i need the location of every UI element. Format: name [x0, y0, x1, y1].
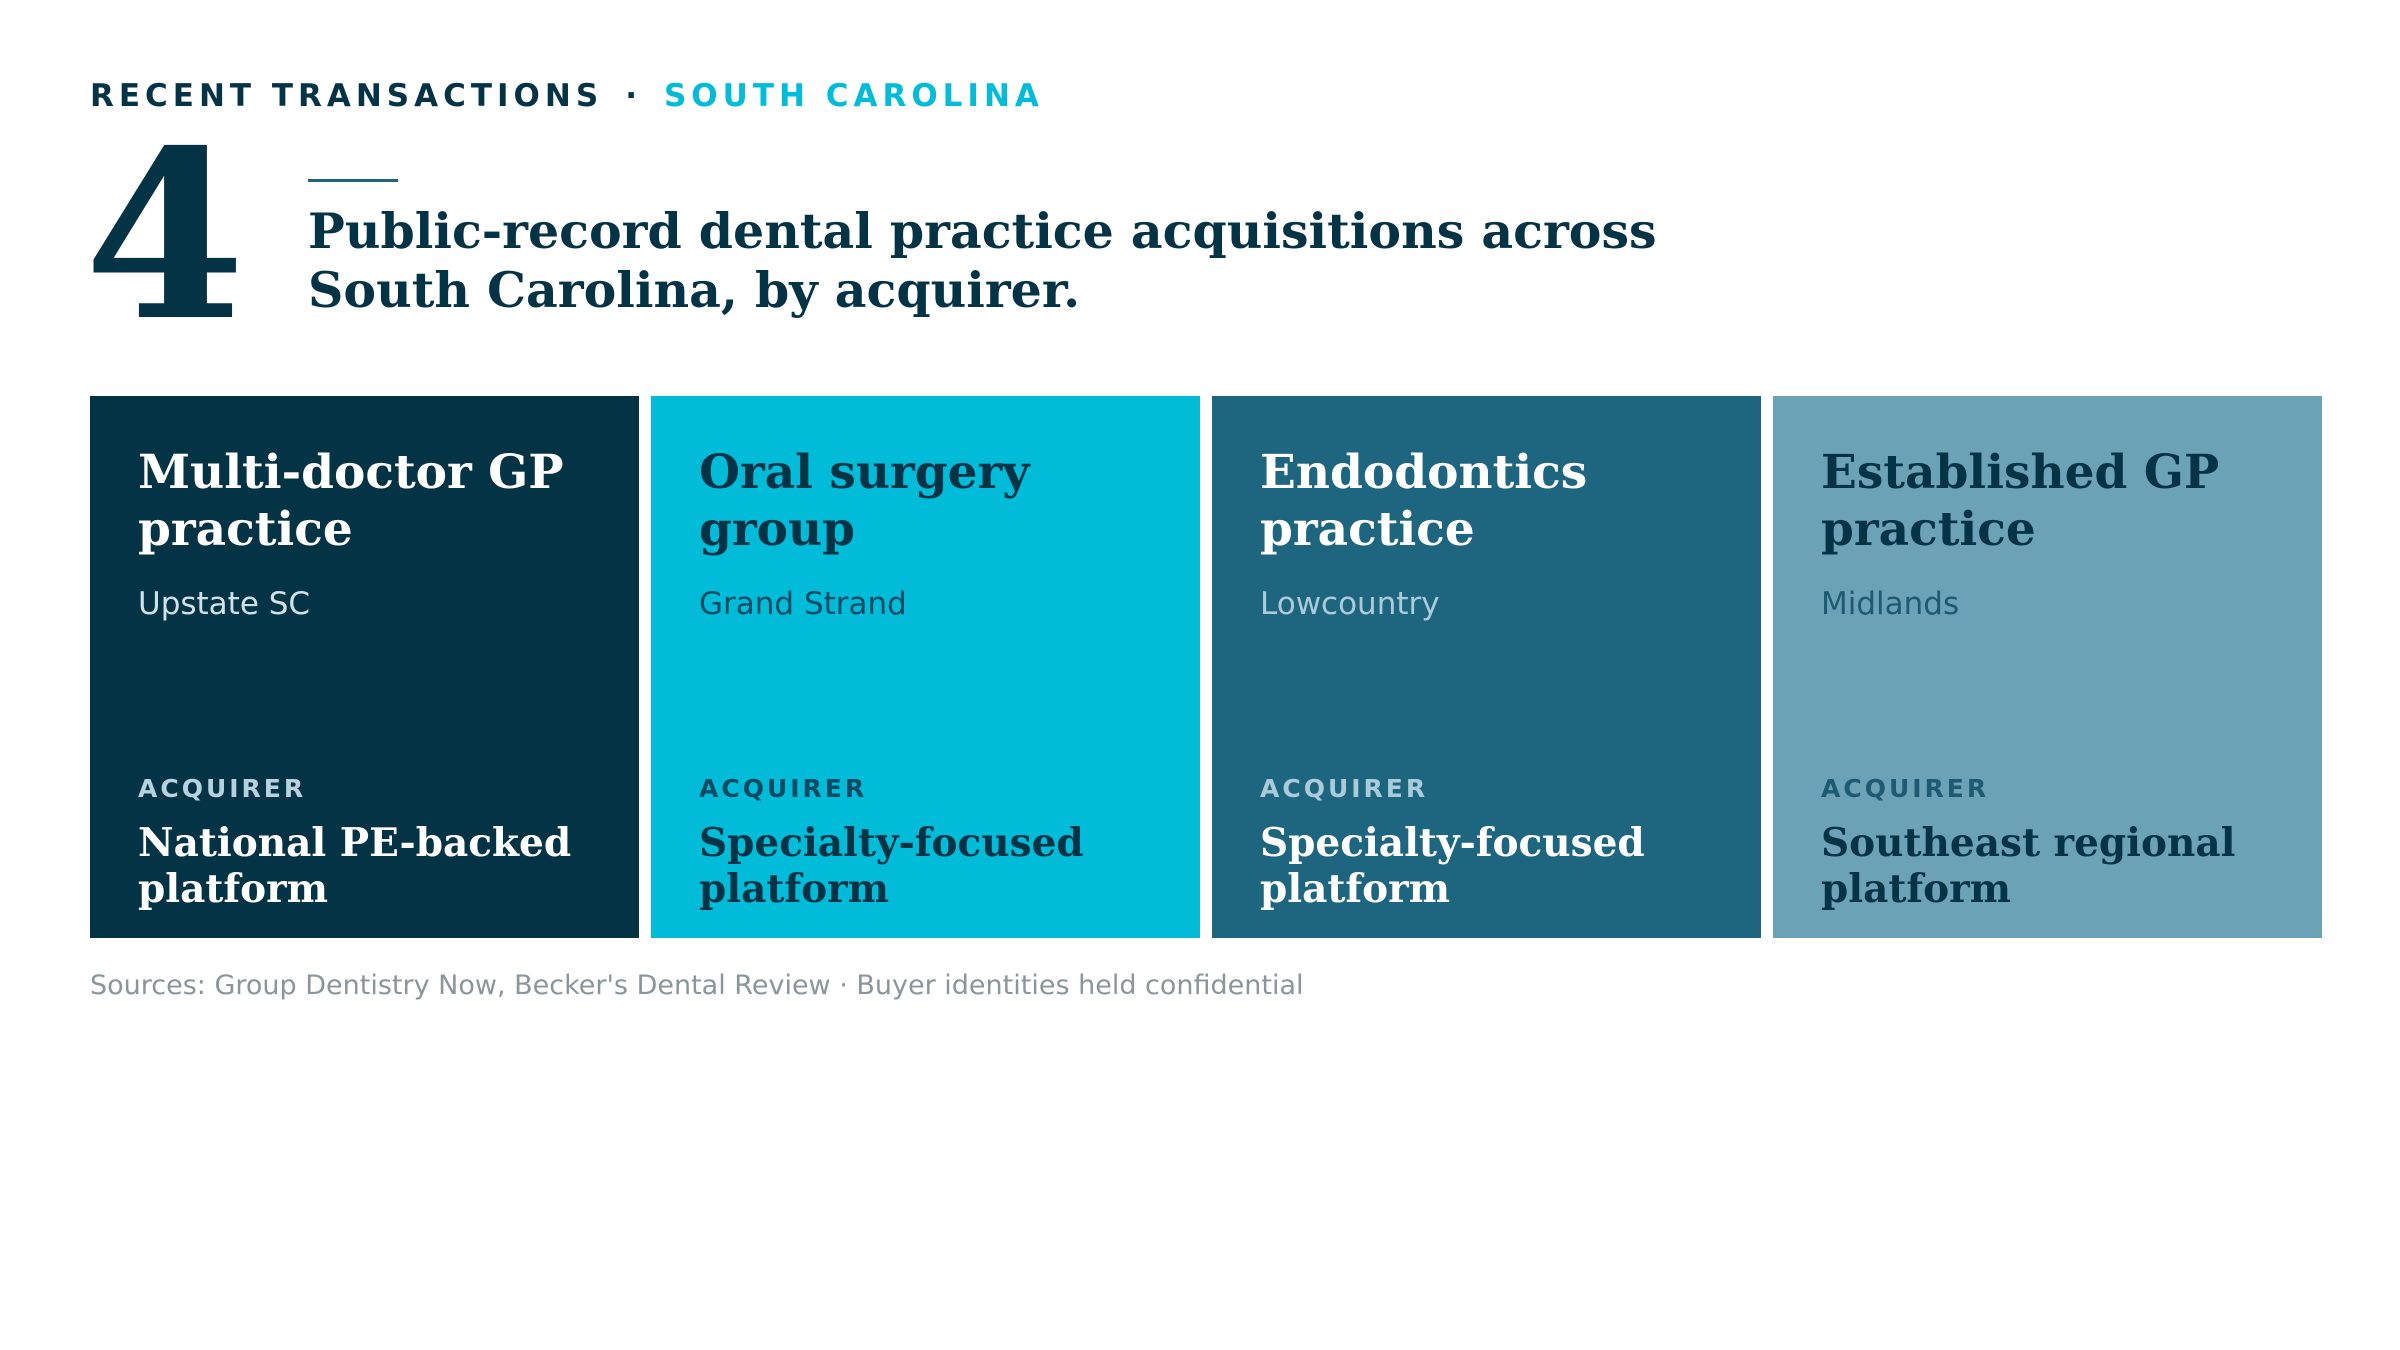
acquirer-value: Specialty-focused platform: [699, 820, 1084, 912]
eyebrow-label: RECENT TRANSACTIONS: [90, 78, 604, 114]
transaction-card: Multi-doctor GP practice Upstate SC ACQU…: [90, 396, 639, 938]
card-acquirer-block: ACQUIRER National PE-backed platform: [138, 772, 599, 912]
card-acquirer-block: ACQUIRER Specialty-focused platform: [1260, 772, 1721, 912]
card-title: Established GP practice: [1821, 445, 2220, 557]
transaction-card: Established GP practice Midlands ACQUIRE…: [1773, 396, 2322, 938]
transaction-count: 4: [84, 99, 246, 372]
card-region: Lowcountry: [1260, 586, 1440, 622]
acquirer-label: ACQUIRER: [699, 774, 868, 803]
acquirer-value: Southeast regional platform: [1821, 820, 2236, 912]
card-region: Midlands: [1821, 586, 1960, 622]
transaction-cards: Multi-doctor GP practice Upstate SC ACQU…: [90, 396, 2322, 938]
page-title: Public-record dental practice acquisitio…: [308, 202, 1657, 319]
acquirer-label: ACQUIRER: [1260, 774, 1429, 803]
card-acquirer-block: ACQUIRER Southeast regional platform: [1821, 772, 2282, 912]
acquirer-label: ACQUIRER: [138, 774, 307, 803]
eyebrow-region: SOUTH CAROLINA: [663, 78, 1044, 114]
transaction-card: Oral surgery group Grand Strand ACQUIRER…: [651, 396, 1200, 938]
card-acquirer-block: ACQUIRER Specialty-focused platform: [699, 772, 1160, 912]
card-title: Oral surgery group: [699, 445, 1030, 557]
card-title: Multi-doctor GP practice: [138, 445, 564, 557]
acquirer-label: ACQUIRER: [1821, 774, 1990, 803]
card-region: Grand Strand: [699, 586, 907, 622]
card-title: Endodontics practice: [1260, 445, 1588, 557]
sources-footnote: Sources: Group Dentistry Now, Becker's D…: [90, 970, 1304, 1001]
card-region: Upstate SC: [138, 586, 311, 622]
acquirer-value: Specialty-focused platform: [1260, 820, 1645, 912]
eyebrow-separator: ·: [625, 78, 642, 114]
acquirer-value: National PE-backed platform: [138, 820, 572, 912]
headline-rule: [308, 179, 398, 182]
eyebrow: RECENT TRANSACTIONS · SOUTH CAROLINA: [90, 76, 1044, 116]
transaction-card: Endodontics practice Lowcountry ACQUIRER…: [1212, 396, 1761, 938]
